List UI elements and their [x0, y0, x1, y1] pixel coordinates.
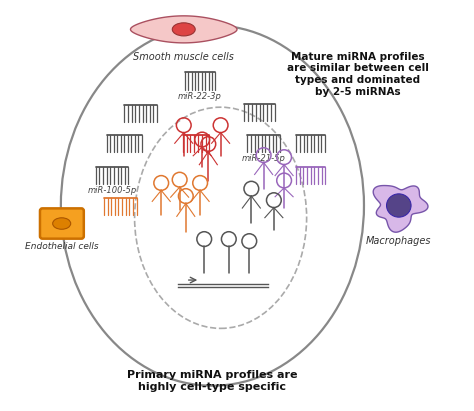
Text: Mature miRNA profiles
are similar between cell
types and dominated
by 2-5 miRNAs: Mature miRNA profiles are similar betwee…	[287, 52, 429, 97]
Text: miR-21-5p: miR-21-5p	[242, 154, 285, 163]
Text: miR-100-5p: miR-100-5p	[87, 186, 137, 195]
Text: Primary miRNA profiles are
highly cell-type specific: Primary miRNA profiles are highly cell-t…	[127, 370, 298, 392]
Polygon shape	[130, 16, 237, 43]
Text: Endothelial cells: Endothelial cells	[25, 242, 99, 252]
FancyBboxPatch shape	[40, 208, 84, 239]
Ellipse shape	[172, 23, 195, 36]
Text: miR-22-3p: miR-22-3p	[178, 92, 222, 101]
Text: Macrophages: Macrophages	[366, 236, 431, 246]
Text: Smooth muscle cells: Smooth muscle cells	[133, 52, 234, 62]
Ellipse shape	[53, 218, 71, 229]
Polygon shape	[373, 185, 428, 232]
Ellipse shape	[386, 194, 411, 217]
